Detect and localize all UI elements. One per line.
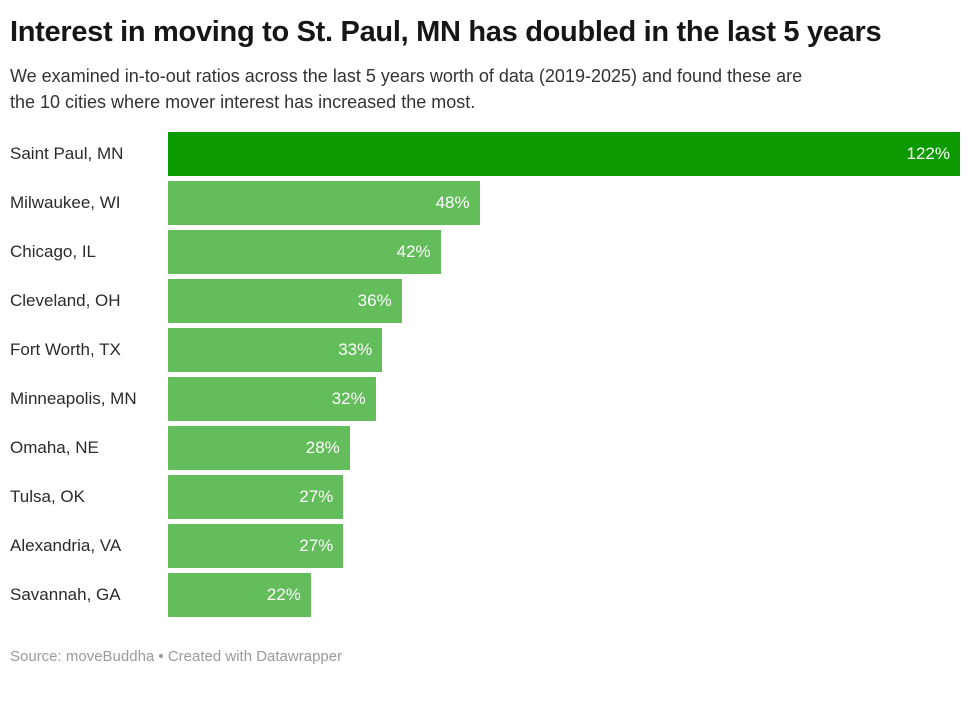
- bar-row: Saint Paul, MN 122%: [10, 132, 960, 177]
- bar[interactable]: 122%: [168, 132, 960, 177]
- bar-row: Savannah, GA 22%: [10, 573, 960, 618]
- bar-track: 42%: [168, 230, 960, 275]
- bar-row-label: Saint Paul, MN: [10, 144, 124, 164]
- bar-track: 48%: [168, 181, 960, 226]
- bar-track: 33%: [168, 328, 960, 373]
- bar-row-label: Tulsa, OK: [10, 487, 85, 507]
- chart-page: Interest in moving to St. Paul, MN has d…: [10, 16, 960, 666]
- bar[interactable]: 32%: [168, 377, 376, 422]
- bar-row-label: Cleveland, OH: [10, 291, 121, 311]
- bar-row-label: Milwaukee, WI: [10, 193, 121, 213]
- bar[interactable]: 28%: [168, 426, 350, 471]
- bar-value-label: 22%: [266, 585, 301, 605]
- bar[interactable]: 22%: [168, 573, 311, 618]
- bar-value-label: 42%: [396, 242, 431, 262]
- bar-row: Tulsa, OK 27%: [10, 475, 960, 520]
- bar[interactable]: 36%: [168, 279, 402, 324]
- bar-value-label: 27%: [299, 536, 334, 556]
- bar-value-label: 32%: [331, 389, 366, 409]
- bar[interactable]: 27%: [168, 475, 344, 520]
- bar-row: Fort Worth, TX 33%: [10, 328, 960, 373]
- bar-row: Alexandria, VA 27%: [10, 524, 960, 569]
- bar-row-label: Omaha, NE: [10, 438, 99, 458]
- bar-track: 27%: [168, 475, 960, 520]
- bar-value-label: 28%: [305, 438, 340, 458]
- bar[interactable]: 33%: [168, 328, 383, 373]
- bar-track: 28%: [168, 426, 960, 471]
- bar-row: Omaha, NE 28%: [10, 426, 960, 471]
- bar[interactable]: 27%: [168, 524, 344, 569]
- bar-value-label: 36%: [357, 291, 392, 311]
- chart-subtitle: We examined in-to-out ratios across the …: [10, 66, 803, 113]
- bar-row: Minneapolis, MN 32%: [10, 377, 960, 422]
- bar-value-label: 33%: [338, 340, 373, 360]
- bar[interactable]: 48%: [168, 181, 480, 226]
- bar-value-label: 48%: [435, 193, 470, 213]
- bar[interactable]: 42%: [168, 230, 441, 275]
- bar-track: 36%: [168, 279, 960, 324]
- bar-row: Milwaukee, WI 48%: [10, 181, 960, 226]
- bar-track: 122%: [168, 132, 960, 177]
- bar-row-label: Alexandria, VA: [10, 536, 122, 556]
- bar-row: Cleveland, OH 36%: [10, 279, 960, 324]
- bar-row-label: Savannah, GA: [10, 585, 121, 605]
- bar-value-label: 122%: [906, 144, 950, 164]
- bar-track: 32%: [168, 377, 960, 422]
- bar-track: 22%: [168, 573, 960, 618]
- bar-row-label: Chicago, IL: [10, 242, 96, 262]
- bar-row-label: Minneapolis, MN: [10, 389, 137, 409]
- bar-chart: Saint Paul, MN 122% Milwaukee, WI 48% Ch…: [10, 132, 960, 618]
- bar-row-label: Fort Worth, TX: [10, 340, 121, 360]
- chart-title: Interest in moving to St. Paul, MN has d…: [10, 16, 882, 48]
- source-attribution: Source: moveBuddha • Created with Datawr…: [10, 648, 343, 666]
- bar-row: Chicago, IL 42%: [10, 230, 960, 275]
- bar-track: 27%: [168, 524, 960, 569]
- bar-value-label: 27%: [299, 487, 334, 507]
